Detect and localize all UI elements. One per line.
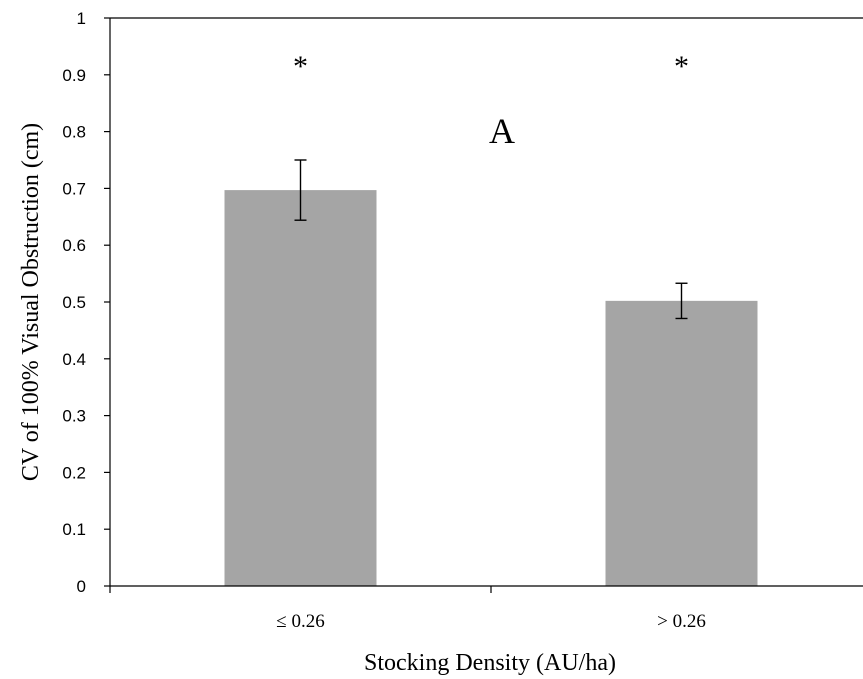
y-tick-label: 0.2 <box>62 463 86 482</box>
panel-label: A <box>489 111 515 151</box>
x-ticks-layer: ≤ 0.26 > 0.26 <box>109 586 706 632</box>
error-bars-layer <box>294 159 688 320</box>
y-tick-label: 0.5 <box>62 293 86 312</box>
significance-asterisk: * <box>674 50 689 83</box>
y-tick-label: 0.9 <box>62 66 86 85</box>
bar <box>224 190 377 586</box>
annotations-layer: * * A <box>293 50 689 151</box>
y-axis-title: CV of 100% Visual Obstruction (cm) <box>18 123 44 481</box>
y-tick-label: 0.1 <box>62 520 86 539</box>
significance-asterisk: * <box>293 50 308 83</box>
x-category-label: ≤ 0.26 <box>276 611 324 632</box>
bar <box>605 300 758 586</box>
y-tick-label: 0.3 <box>62 407 86 426</box>
bars-layer <box>224 190 758 586</box>
y-ticks-layer: 0 0.1 0.2 0.3 0.4 0.5 0.6 0.7 0.8 0.9 1 <box>62 9 110 596</box>
x-axis-title: Stocking Density (AU/ha) <box>364 650 616 676</box>
y-tick-label: 0.7 <box>62 179 86 198</box>
y-tick-label: 1 <box>77 9 86 28</box>
x-category-label: > 0.26 <box>657 611 706 632</box>
y-tick-label: 0 <box>77 577 86 596</box>
y-tick-label: 0.8 <box>62 123 86 142</box>
y-tick-label: 0.6 <box>62 236 86 255</box>
y-tick-label: 0.4 <box>62 350 86 369</box>
